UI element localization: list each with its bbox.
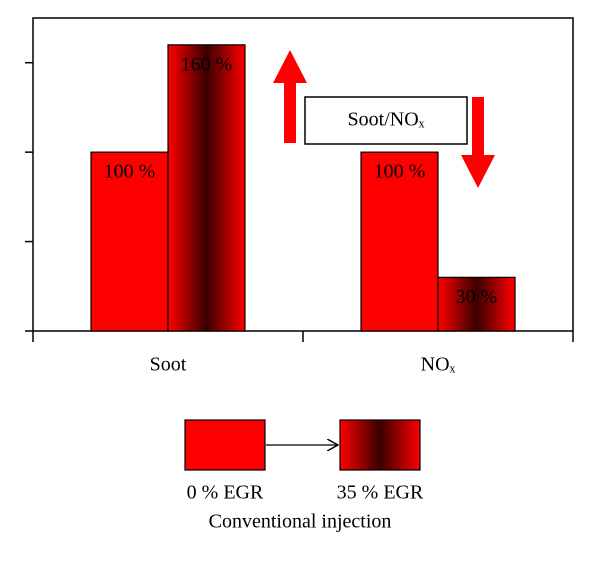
bar: [167, 44, 246, 332]
down-arrow: [461, 97, 495, 188]
legend-swatch: [184, 419, 266, 471]
up-arrow: [273, 50, 307, 143]
legend-label: 0 % EGR: [187, 482, 264, 504]
legend-swatch: [339, 419, 421, 471]
annotation-box: [304, 96, 468, 145]
legend-caption: Conventional injection: [209, 511, 392, 533]
value-label: 160 %: [181, 53, 233, 75]
annotation: Soot/NOₓ: [348, 109, 425, 131]
legend-label: 35 % EGR: [337, 482, 424, 504]
value-label: 100 %: [374, 161, 426, 183]
x-tick-label: NOₓ: [421, 354, 456, 376]
value-label: 30 %: [456, 286, 498, 308]
value-label: 100 %: [104, 161, 156, 183]
x-tick-label: Soot: [150, 354, 187, 376]
bar: [437, 276, 516, 332]
bar: [360, 151, 439, 332]
